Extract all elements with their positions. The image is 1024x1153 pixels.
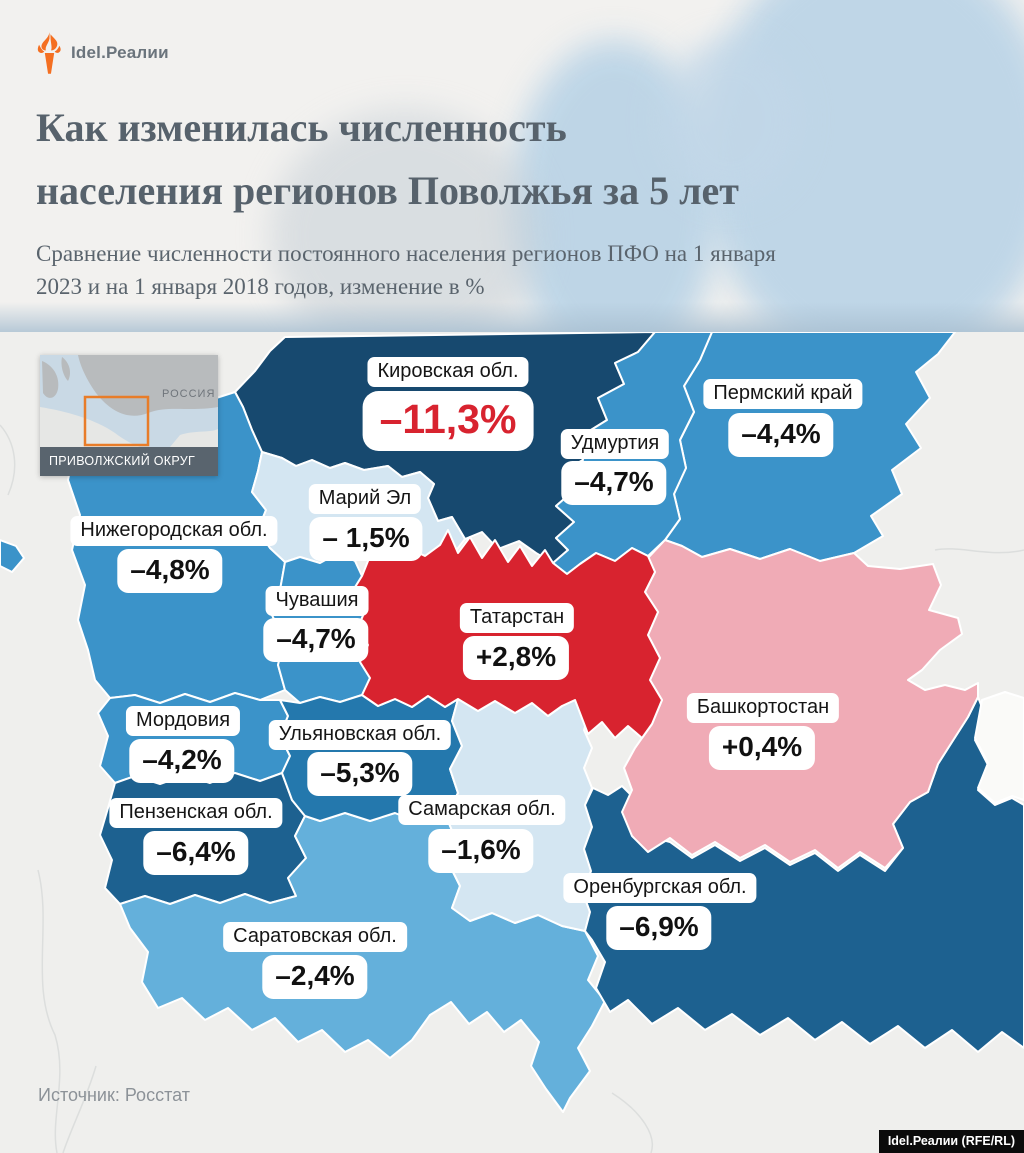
inset-south-land — [170, 429, 218, 447]
page-subtitle-line1: Сравнение численности постоянного населе… — [36, 241, 776, 266]
region-edge-sliver — [0, 539, 25, 573]
border-line-decor — [611, 1092, 653, 1153]
region-perm — [664, 332, 956, 562]
brand-logo: Idel.Реалии — [36, 32, 169, 74]
border-line-decor — [934, 548, 1024, 554]
inset-europe-land — [40, 407, 140, 447]
locator-map-svg: РОССИЯ — [40, 355, 218, 447]
border-line-decor — [37, 869, 61, 1153]
border-line-decor — [0, 424, 16, 496]
locator-inset-map: РОССИЯ ПРИВОЛЖСКИЙ ОКРУГ — [40, 355, 218, 476]
region-outside-district — [974, 691, 1024, 804]
inset-scandinavia-land — [61, 357, 70, 381]
region-penza — [99, 772, 307, 905]
page-title: Как изменилась численность населения рег… — [36, 96, 739, 222]
header: Idel.Реалии Как изменилась численность н… — [0, 0, 1024, 332]
blurred-map-background — [270, 110, 540, 332]
inset-scandinavia-land — [42, 361, 59, 398]
header-map-fade-band — [0, 302, 1024, 332]
page-subtitle: Сравнение численности постоянного населе… — [36, 237, 776, 303]
inset-country-label: РОССИЯ — [162, 388, 215, 400]
region-samara — [445, 698, 593, 932]
source-label: Источник: Росстат — [38, 1085, 190, 1105]
region-ulyanovsk — [279, 694, 463, 824]
inset-highlight-rect — [83, 395, 150, 447]
region-mordovia — [97, 692, 291, 785]
inset-district-label: ПРИВОЛЖСКИЙ ОКРУГ — [40, 447, 218, 476]
credit-badge: Idel.Реалии (RFE/RL) — [878, 1130, 1024, 1153]
blurred-map-background — [660, 40, 800, 200]
torch-icon — [37, 32, 61, 74]
region-tatarstan — [351, 529, 663, 739]
region-chuvashia — [271, 552, 371, 704]
brand-logo-text: Idel.Реалии — [71, 43, 169, 62]
page-subtitle-line2: 2023 и на 1 января 2018 годов, изменение… — [36, 274, 485, 299]
inset-russia-land — [78, 355, 218, 416]
border-line-decor — [62, 1065, 97, 1153]
page-title-line1: Как изменилась численность — [36, 105, 567, 150]
page-title-line2: населения регионов Поволжья за 5 лет — [36, 168, 739, 213]
